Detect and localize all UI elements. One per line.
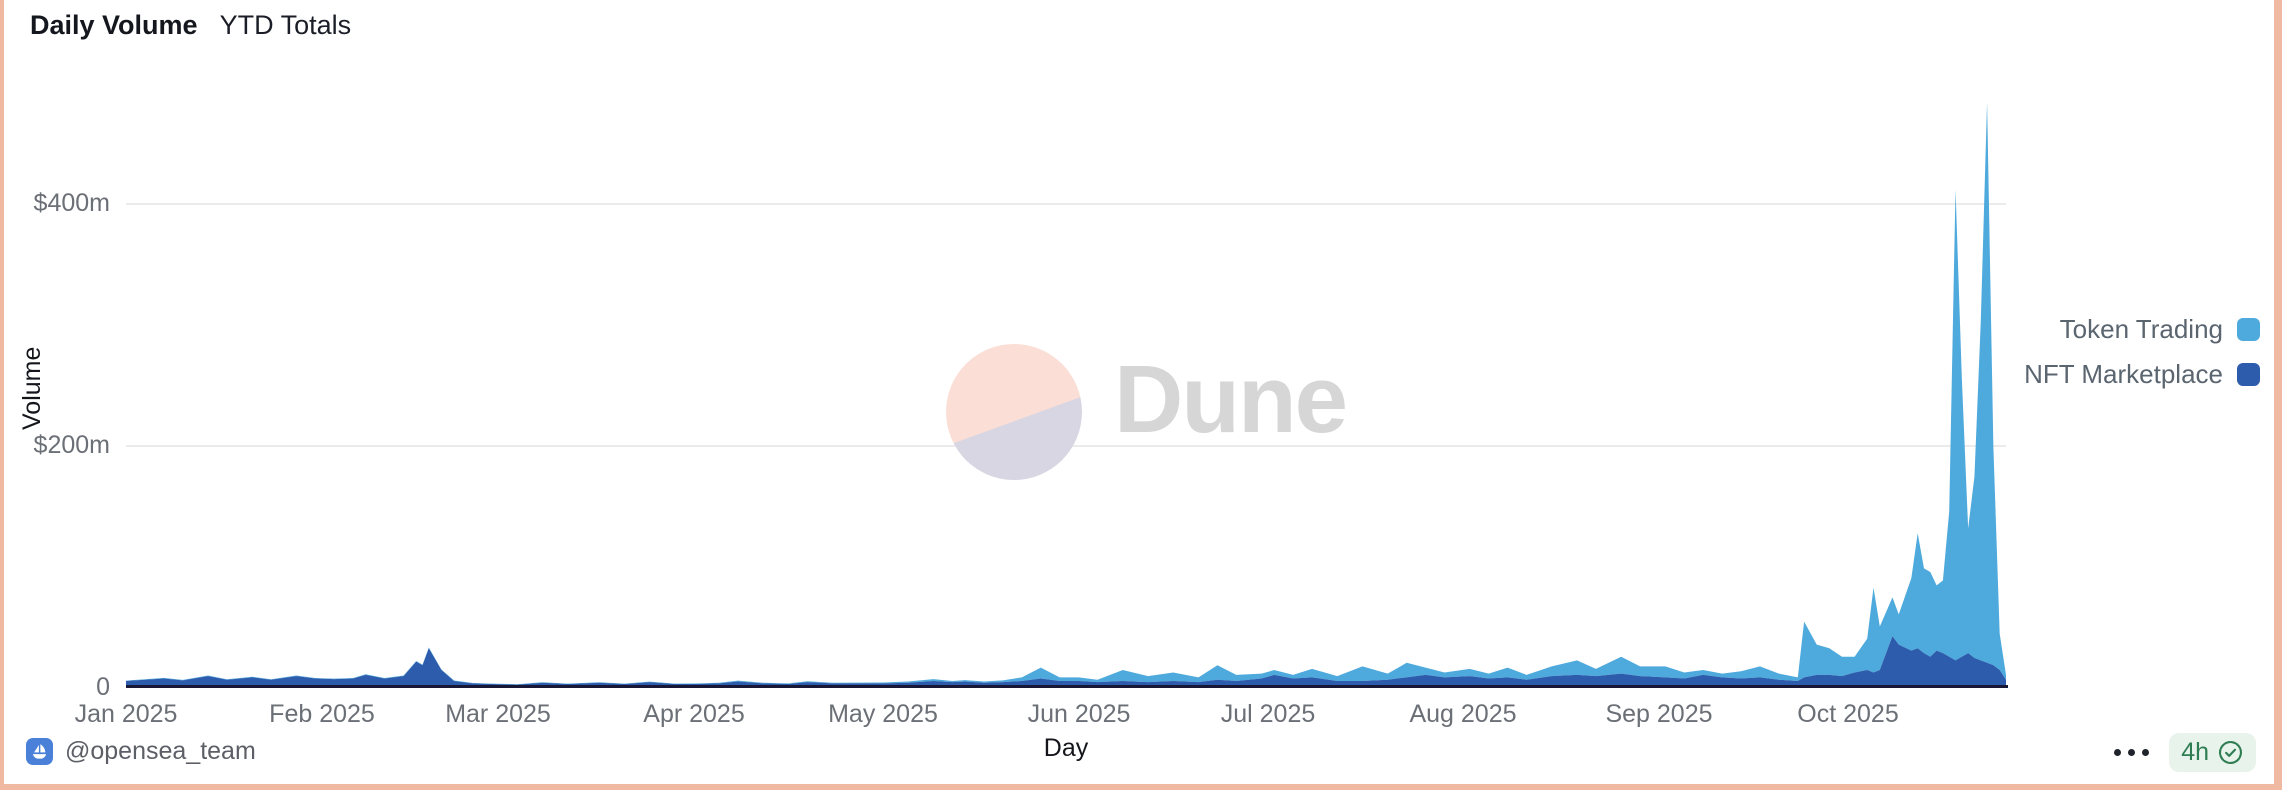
ellipsis-dot <box>2128 749 2136 756</box>
chart-title: Daily Volume <box>30 10 198 40</box>
x-tick-label: Oct 2025 <box>1797 700 1899 728</box>
x-tick-label: Jun 2025 <box>1027 700 1131 728</box>
author-attribution[interactable]: @opensea_team <box>26 737 256 766</box>
ellipsis-dot <box>2142 749 2150 756</box>
x-tick-label: Sep 2025 <box>1605 700 1713 728</box>
x-tick-label: Jul 2025 <box>1220 700 1316 728</box>
y-tick-label: 0 <box>96 673 110 701</box>
legend-item[interactable]: Token Trading <box>2060 314 2260 345</box>
legend-item[interactable]: NFT Marketplace <box>2024 359 2260 390</box>
legend-swatch <box>2237 318 2260 341</box>
x-tick-label: Jan 2025 <box>74 700 178 728</box>
y-tick-label: $200m <box>33 431 110 459</box>
chart-header: Daily Volume YTD Totals <box>30 10 351 41</box>
x-tick-label: Mar 2025 <box>445 700 551 728</box>
dune-logo-circle-icon <box>946 344 1082 480</box>
ellipsis-dot <box>2114 749 2122 756</box>
x-axis-line <box>126 685 2008 688</box>
y-axis-title: Volume <box>18 346 46 430</box>
x-tick-label: Aug 2025 <box>1409 700 1517 728</box>
opensea-ship-icon <box>32 744 47 759</box>
chart-legend: Token Trading NFT Marketplace <box>2024 314 2260 390</box>
token-trading-area <box>126 102 2006 685</box>
more-options-button[interactable] <box>2112 743 2151 762</box>
freshness-label: 4h <box>2181 738 2209 766</box>
legend-label: Token Trading <box>2059 314 2223 344</box>
freshness-badge[interactable]: 4h <box>2169 733 2256 772</box>
legend-swatch <box>2237 363 2260 386</box>
x-tick-label: Feb 2025 <box>269 700 375 728</box>
verified-check-icon <box>2218 740 2243 765</box>
dune-watermark-text: Dune <box>1114 346 1348 453</box>
author-handle[interactable]: @opensea_team <box>65 737 256 765</box>
legend-label: NFT Marketplace <box>2024 359 2223 389</box>
gridline-400m <box>126 203 2006 205</box>
chart-subtitle: YTD Totals <box>219 10 352 40</box>
x-axis-title: Day <box>1043 734 1089 762</box>
stacked-area-plot[interactable] <box>126 60 2006 687</box>
footer-actions: 4h <box>2112 733 2256 772</box>
x-tick-label: Apr 2025 <box>643 700 745 728</box>
opensea-team-avatar[interactable] <box>26 738 53 765</box>
nft-marketplace-area <box>126 636 2006 687</box>
y-tick-label: $400m <box>33 189 110 217</box>
x-tick-label: May 2025 <box>828 700 938 728</box>
